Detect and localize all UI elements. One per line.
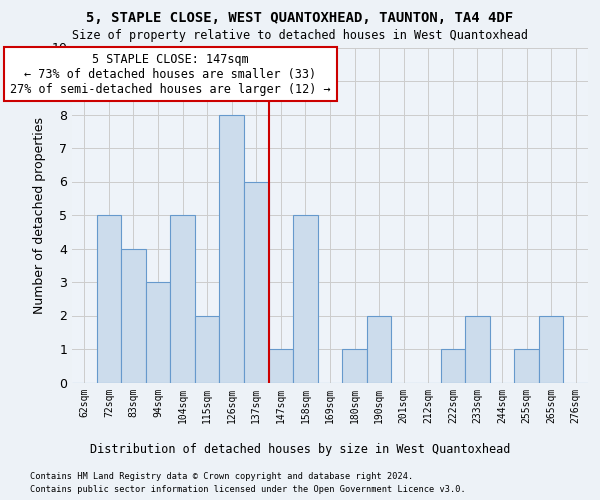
Bar — [146, 282, 170, 382]
Text: Distribution of detached houses by size in West Quantoxhead: Distribution of detached houses by size … — [90, 442, 510, 456]
Bar — [342, 349, 367, 382]
Bar — [440, 349, 465, 382]
Bar — [97, 215, 121, 382]
Y-axis label: Number of detached properties: Number of detached properties — [33, 116, 46, 314]
Bar — [170, 215, 195, 382]
Text: 5, STAPLE CLOSE, WEST QUANTOXHEAD, TAUNTON, TA4 4DF: 5, STAPLE CLOSE, WEST QUANTOXHEAD, TAUNT… — [86, 11, 514, 25]
Bar — [514, 349, 539, 382]
Bar — [220, 114, 244, 382]
Bar — [367, 316, 391, 382]
Text: Size of property relative to detached houses in West Quantoxhead: Size of property relative to detached ho… — [72, 29, 528, 42]
Bar — [269, 349, 293, 382]
Bar — [539, 316, 563, 382]
Text: Contains HM Land Registry data © Crown copyright and database right 2024.: Contains HM Land Registry data © Crown c… — [30, 472, 413, 481]
Text: 5 STAPLE CLOSE: 147sqm
← 73% of detached houses are smaller (33)
27% of semi-det: 5 STAPLE CLOSE: 147sqm ← 73% of detached… — [10, 52, 331, 96]
Bar — [121, 248, 146, 382]
Bar — [195, 316, 220, 382]
Bar — [293, 215, 318, 382]
Text: Contains public sector information licensed under the Open Government Licence v3: Contains public sector information licen… — [30, 485, 466, 494]
Bar — [465, 316, 490, 382]
Bar — [244, 182, 269, 382]
